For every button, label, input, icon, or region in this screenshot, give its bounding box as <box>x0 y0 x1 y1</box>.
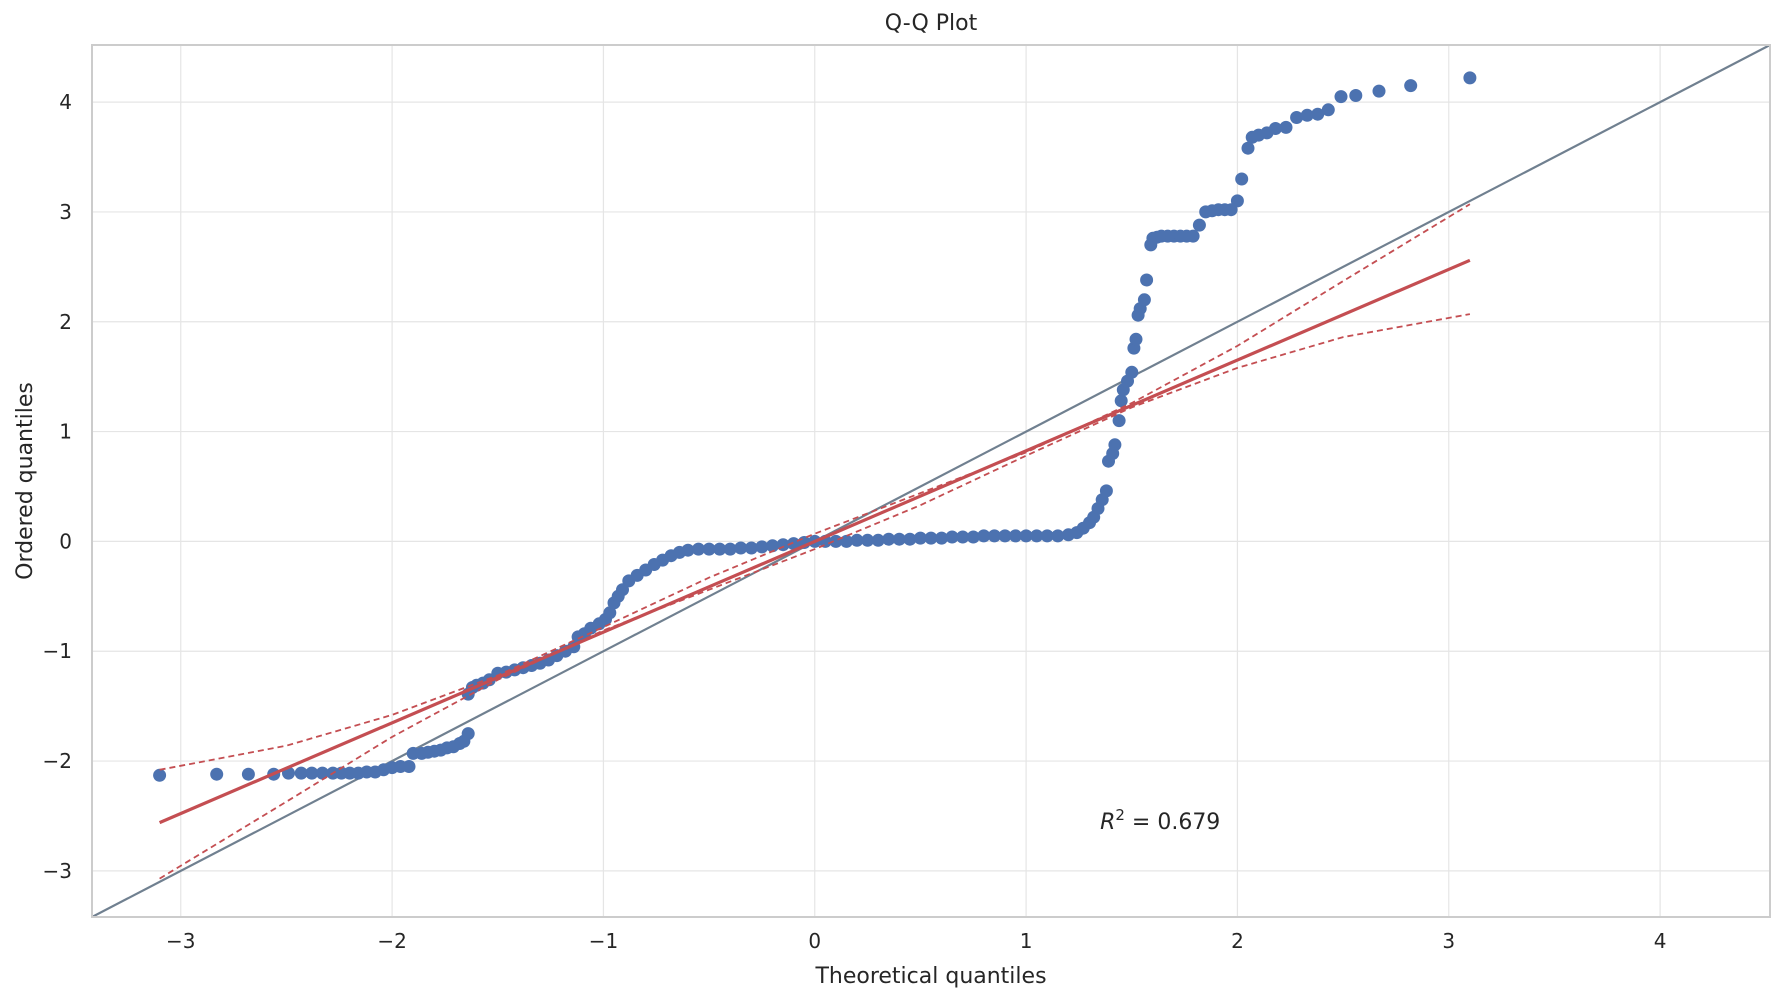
data-point <box>1463 71 1477 85</box>
data-point <box>1334 90 1348 104</box>
data-point <box>871 533 885 547</box>
x-tick-label: −2 <box>377 929 406 953</box>
data-point <box>1279 120 1293 134</box>
data-point <box>945 530 959 544</box>
data-point <box>966 530 980 544</box>
data-point <box>681 543 695 557</box>
r-squared-annotation: R2 = 0.679 <box>1100 806 1220 835</box>
data-point <box>702 542 716 556</box>
data-point <box>294 766 308 780</box>
data-point <box>1192 218 1206 232</box>
x-tick-label: −1 <box>589 929 618 953</box>
data-point <box>1311 107 1325 121</box>
data-point <box>1349 89 1363 102</box>
data-point <box>1140 273 1154 287</box>
data-point <box>1114 394 1128 408</box>
y-tick-label: 3 <box>59 200 72 224</box>
x-tick-label: 0 <box>808 929 821 953</box>
data-point <box>913 531 927 545</box>
data-point <box>1269 122 1282 135</box>
x-tick-label: 4 <box>1654 929 1667 953</box>
x-tick-label: −3 <box>166 929 195 953</box>
data-point <box>713 542 727 556</box>
data-point <box>1112 414 1126 428</box>
x-tick-label: 1 <box>1020 929 1033 953</box>
plot-area-border <box>91 44 1771 918</box>
data-point <box>977 529 991 543</box>
data-point <box>1030 529 1044 543</box>
data-point <box>210 767 224 781</box>
y-tick-label: 4 <box>59 90 72 114</box>
data-point <box>402 760 416 773</box>
r-squared-value: = 0.679 <box>1125 810 1220 835</box>
data-point <box>1321 103 1335 117</box>
y-tick-label: 2 <box>59 310 72 334</box>
data-point <box>861 533 875 547</box>
data-point <box>1372 84 1386 98</box>
data-point <box>882 532 896 546</box>
data-point <box>1290 111 1304 124</box>
x-tick-label: 3 <box>1442 929 1455 953</box>
y-tick-label: −1 <box>43 639 72 663</box>
data-point <box>1235 172 1249 186</box>
data-point <box>1241 141 1255 155</box>
chart-title: Q-Q Plot <box>885 11 978 36</box>
data-point <box>892 532 906 546</box>
data-point <box>734 541 748 555</box>
data-point <box>998 529 1012 543</box>
data-point <box>1125 365 1139 379</box>
data-point <box>305 766 319 780</box>
data-point <box>461 727 475 741</box>
y-tick-label: 1 <box>59 420 72 444</box>
y-axis-ticks: −3 −2 −1 0 1 2 3 4 <box>43 90 72 883</box>
data-point <box>924 531 938 545</box>
x-axis-ticks: −3 −2 −1 0 1 2 3 4 <box>166 929 1666 953</box>
data-point <box>903 532 917 546</box>
data-point <box>241 767 255 781</box>
data-point <box>850 533 864 547</box>
data-point <box>1129 332 1143 346</box>
x-axis-label: Theoretical quantiles <box>814 964 1046 989</box>
data-point <box>153 768 167 782</box>
data-point <box>1108 438 1122 452</box>
data-point <box>1404 79 1418 93</box>
data-point <box>935 531 949 545</box>
y-tick-label: −2 <box>43 749 72 773</box>
data-point <box>315 766 329 780</box>
data-point <box>692 542 705 556</box>
data-point <box>1019 529 1033 543</box>
y-tick-label: 0 <box>59 529 72 553</box>
data-point <box>1137 293 1151 307</box>
data-point <box>1186 229 1200 243</box>
data-point <box>755 540 769 554</box>
data-point <box>1040 529 1054 543</box>
r-squared-symbol: R <box>1100 810 1115 835</box>
y-tick-label: −3 <box>43 859 72 883</box>
fit-line <box>158 258 1471 825</box>
data-point <box>1230 194 1244 208</box>
data-point <box>956 530 970 544</box>
data-point <box>987 529 1001 543</box>
confidence-band-lower <box>159 313 1471 880</box>
data-point <box>1300 108 1314 122</box>
data-point <box>1051 529 1065 543</box>
data-point <box>1009 529 1022 543</box>
r-squared-exponent: 2 <box>1115 806 1125 824</box>
data-point <box>723 542 737 556</box>
x-tick-label: 2 <box>1231 929 1244 953</box>
data-point <box>603 606 617 620</box>
confidence-band-upper <box>159 203 1471 771</box>
data-point <box>744 541 758 555</box>
plot-content <box>92 45 1770 917</box>
fit-line-layer <box>158 203 1471 880</box>
grid-lines <box>92 45 1770 917</box>
data-point <box>1099 484 1113 498</box>
y-axis-label: Ordered quantiles <box>13 382 38 580</box>
data-point <box>766 539 779 553</box>
